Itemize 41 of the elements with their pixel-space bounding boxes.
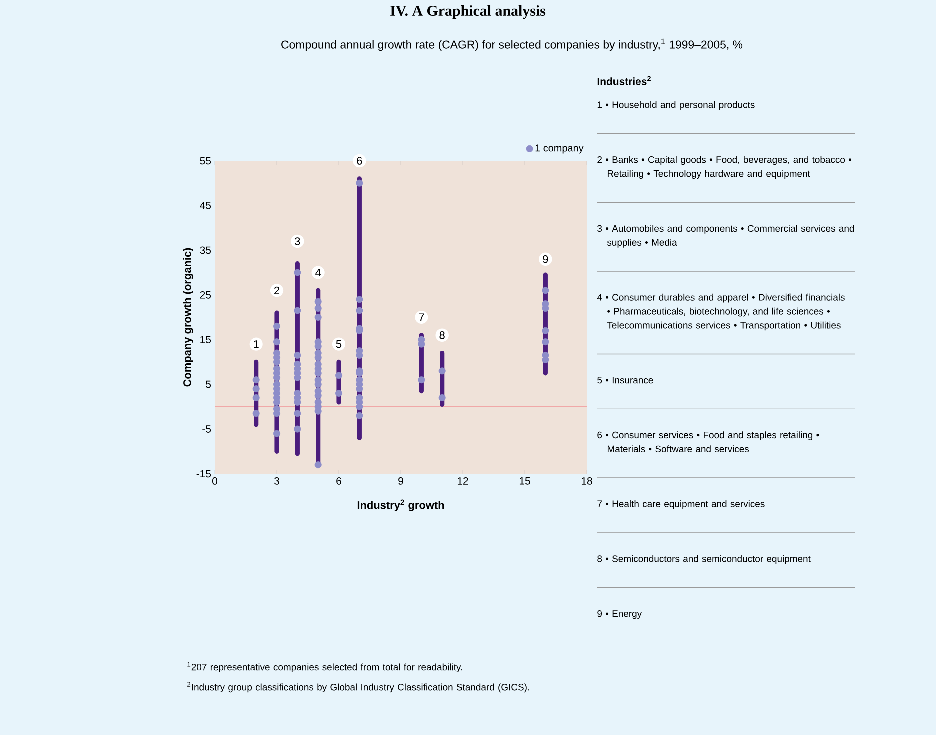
x-tick-label: 12 (458, 478, 468, 485)
annotation: 2 (274, 286, 280, 294)
y-tick-label: 15 (200, 336, 212, 344)
text: 9 • Energy (598, 610, 642, 620)
y-tick-label: -15 (196, 470, 212, 478)
text: 5 • Insurance (598, 377, 654, 384)
y-tick-label: 45 (200, 202, 212, 210)
annotation: 6 (357, 157, 362, 165)
y-tick-label: -5 (202, 426, 212, 433)
legend-label: 1 company (536, 144, 584, 154)
x-tick-label: 15 (520, 478, 530, 485)
annotation: 3 (295, 238, 300, 246)
annotation: 8 (440, 332, 445, 340)
chart-subtitle: Compound annual growth rate (CAGR) for selected companies by industry,$^{1}$ 1999–2005, % (282, 38, 743, 52)
x-tick-label: 0 (212, 478, 218, 485)
y-tick-label: 25 (200, 291, 212, 299)
x-tick-label: 6 (336, 478, 342, 485)
text: 7 • Health care equipment and services (598, 500, 765, 510)
annotation: 4 (316, 269, 322, 277)
chart-title: IV. A Graphical analysis (390, 6, 546, 20)
annotation: 5 (336, 340, 342, 348)
x-tick-label: 9 (398, 478, 404, 485)
text: $^{2}$Industry group classifications by Global Industry Classification Standard (GICS). (188, 682, 530, 693)
y-tick-label: 35 (200, 246, 212, 254)
x-tick-label: 18 (582, 478, 592, 485)
y-axis-title: Company growth (organic) (183, 248, 194, 387)
y-tick-label: 5 (206, 380, 212, 388)
x-tick-label: 3 (274, 478, 280, 485)
text: $^{1}$207 representative companies selected from total for readability. (188, 662, 462, 673)
annotation: 1 (254, 340, 259, 348)
y-tick-label: 55 (200, 157, 212, 165)
text: 4 • Consumer durables and apparel • Diversified financials • Pharmaceuticals, biotechnology, and life sciences • Telecommunications services • Transportation • Utilities (597, 294, 845, 331)
x-axis-title: Industry$^{2}$ growth (358, 500, 444, 512)
annotation: 9 (543, 256, 548, 264)
text: 6 • Consumer services • Food and staples retailing • Materials • Software and services (598, 432, 820, 453)
text: 2 • Banks • Capital goods • Food, beverages, and tobacco • Retailing • Technology hardware and equipment (598, 156, 852, 180)
text: 3 • Automobiles and components • Commercial services and supplies • Media (598, 225, 854, 248)
text: Industries$^{2}$ (598, 76, 651, 86)
text: 1 • Household and personal products (598, 101, 755, 110)
text: 8 • Semiconductors and semiconductor equipment (598, 555, 811, 564)
annotation: 7 (419, 314, 424, 322)
